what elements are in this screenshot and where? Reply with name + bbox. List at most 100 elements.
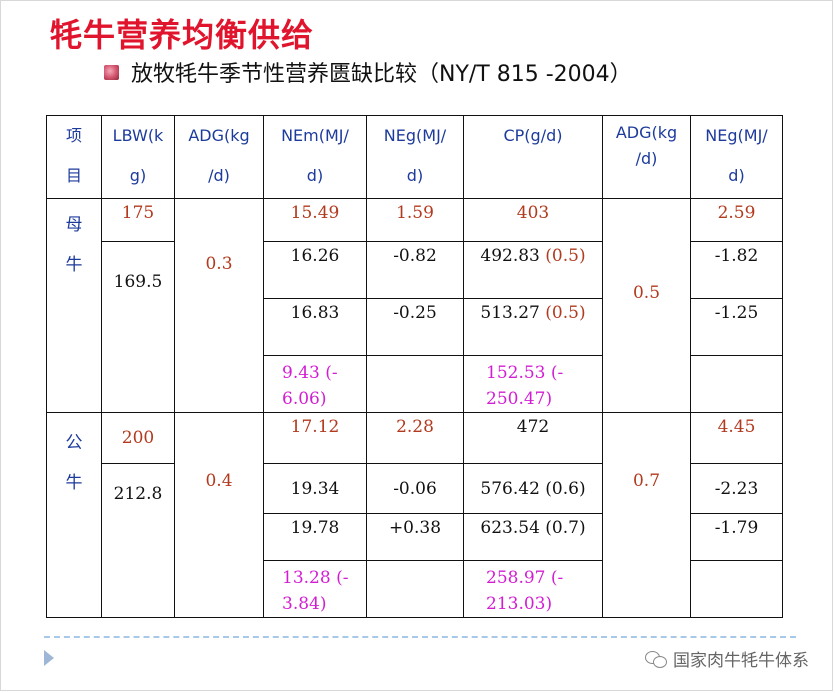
female-neg-2-deficit xyxy=(690,355,783,413)
slide-title: 牦牛营养均衡供给 xyxy=(50,16,315,54)
watermark: 国家肉牛牦牛体系 xyxy=(645,646,809,671)
female-lbw-1: 175 xyxy=(101,198,175,242)
header-adg-2-line1: ADG(kg xyxy=(615,123,678,142)
group-label-male-line2: 牛 xyxy=(65,473,83,493)
bullet-icon xyxy=(104,64,119,80)
group-label-female: 母 牛 xyxy=(46,198,102,413)
header-item: 项 目 xyxy=(46,115,102,199)
header-lbw: LBW(k g) xyxy=(101,115,175,199)
male-nem-deficit: 13.28 (- 3.84) xyxy=(263,560,367,618)
male-cp-deficit-line2: 213.03) xyxy=(486,594,553,614)
header-adg-2-line2: /d) xyxy=(635,149,658,168)
header-item-line1: 项 xyxy=(65,126,82,145)
male-cp-1: 472 xyxy=(463,412,603,464)
female-neg-1-2: -0.82 xyxy=(366,241,464,299)
male-adg-1: 0.4 xyxy=(174,412,264,618)
male-cp-2: 576.42 (0.6) xyxy=(463,463,603,514)
header-neg-1-line1: NEg(MJ/ xyxy=(383,126,447,145)
female-nem-1: 15.49 xyxy=(263,198,367,242)
female-adg-2: 0.5 xyxy=(602,198,691,413)
male-neg-2-2: -2.23 xyxy=(690,463,783,514)
female-nem-deficit-line1: 9.43 (- xyxy=(282,363,338,383)
male-adg-2: 0.7 xyxy=(602,412,691,618)
female-nem-deficit-line2: 6.06) xyxy=(282,389,327,409)
triangle-arrow-icon xyxy=(44,650,54,666)
female-neg-2-3: -1.25 xyxy=(690,298,783,356)
female-cp-2-value: 492.83 xyxy=(480,246,540,266)
female-cp-deficit-line2: 250.47) xyxy=(486,389,553,409)
male-nem-3: 19.78 xyxy=(263,513,367,561)
table-row: 212.8 19.34 -0.06 576.42 (0.6) -2.23 xyxy=(47,463,783,618)
female-neg-2-1: 2.59 xyxy=(690,198,783,242)
table-row: 169.5 16.26 -0.82 492.83 (0.5) -1.82 xyxy=(47,241,783,413)
header-neg-2: NEg(MJ/ d) xyxy=(690,115,783,199)
header-nem: NEm(MJ/ d) xyxy=(263,115,367,199)
header-nem-line2: d) xyxy=(306,166,324,185)
footer-divider xyxy=(44,636,796,638)
header-neg-1-line2: d) xyxy=(406,166,424,185)
male-neg-2-deficit xyxy=(690,560,783,618)
male-nem-deficit-line2: 3.84) xyxy=(282,594,327,614)
table-row: 13.28 (- 3.84) 258.97 (- 213.03) xyxy=(47,560,783,618)
header-adg-1: ADG(kg /d) xyxy=(174,115,264,199)
male-nem-2: 19.34 xyxy=(263,463,367,514)
header-neg-2-line1: NEg(MJ/ xyxy=(705,126,768,145)
group-label-female-line1: 母 xyxy=(65,215,83,235)
header-neg-1: NEg(MJ/ d) xyxy=(366,115,464,199)
female-cp-2: 492.83 (0.5) xyxy=(463,241,603,299)
subtitle: 放牧牦牛季节性营养匮缺比较（NY/T 815 -2004） xyxy=(131,62,632,87)
female-neg-2-2: -1.82 xyxy=(690,241,783,299)
female-cp-3-adg: (0.5) xyxy=(545,303,586,323)
female-nem-deficit: 9.43 (- 6.06) xyxy=(263,355,367,413)
female-neg-1-deficit xyxy=(366,355,464,413)
header-adg-1-line1: ADG(kg xyxy=(188,126,250,145)
male-lbw-1: 200 xyxy=(101,412,175,464)
female-cp-3: 513.27 (0.5) xyxy=(463,298,603,356)
header-adg-2: ADG(kg /d) xyxy=(602,115,691,199)
table-row: 母 牛 175 0.3 15.49 1.59 403 0.5 2.59 xyxy=(46,198,783,413)
nutrition-table: 项 目 LBW(k g) ADG(kg /d) NEm(MJ/ d) NEg(M… xyxy=(46,115,783,618)
male-neg-1-1: 2.28 xyxy=(366,412,464,464)
male-cp-deficit: 258.97 (- 213.03) xyxy=(463,560,603,618)
watermark-text: 国家肉牛牦牛体系 xyxy=(673,651,809,671)
male-nem-1: 17.12 xyxy=(263,412,367,464)
female-neg-1-1: 1.59 xyxy=(366,198,464,242)
female-cp-3-value: 513.27 xyxy=(480,303,540,323)
wechat-icon xyxy=(645,650,667,668)
male-cp-3: 623.54 (0.7) xyxy=(463,513,603,561)
male-neg-1-deficit xyxy=(366,560,464,618)
header-cp-text: CP(g/d) xyxy=(503,126,563,145)
header-cp: CP(g/d) xyxy=(463,115,603,199)
header-item-line2: 目 xyxy=(65,166,82,185)
female-adg-1: 0.3 xyxy=(174,198,264,413)
male-lbw-2: 212.8 xyxy=(101,463,175,618)
male-nem-deficit-line1: 13.28 (- xyxy=(282,568,349,588)
header-lbw-line2: g) xyxy=(129,166,147,185)
table-row: 公 牛 200 0.4 17.12 2.28 472 0.7 4.45 xyxy=(46,412,783,618)
group-label-male-line1: 公 xyxy=(65,433,83,453)
female-lbw-2: 169.5 xyxy=(101,241,175,413)
header-nem-line1: NEm(MJ/ xyxy=(281,126,349,145)
group-label-female-line2: 牛 xyxy=(65,255,83,275)
table-row: 9.43 (- 6.06) 152.53 (- 250.47) xyxy=(47,355,783,413)
female-nem-2: 16.26 xyxy=(263,241,367,299)
male-cp-deficit-line1: 258.97 (- xyxy=(486,568,564,588)
header-neg-2-line2: d) xyxy=(728,166,745,185)
group-label-male: 公 牛 xyxy=(46,412,102,618)
male-neg-1-3: +0.38 xyxy=(366,513,464,561)
header-adg-1-line2: /d) xyxy=(208,166,230,185)
female-cp-deficit-line1: 152.53 (- xyxy=(486,363,564,383)
female-cp-deficit: 152.53 (- 250.47) xyxy=(463,355,603,413)
male-neg-1-2: -0.06 xyxy=(366,463,464,514)
female-cp-1: 403 xyxy=(463,198,603,242)
male-neg-2-3: -1.79 xyxy=(690,513,783,561)
female-cp-2-adg: (0.5) xyxy=(545,246,586,266)
subtitle-row: 放牧牦牛季节性营养匮缺比较（NY/T 815 -2004） xyxy=(104,56,632,88)
female-nem-3: 16.83 xyxy=(263,298,367,356)
female-neg-1-3: -0.25 xyxy=(366,298,464,356)
header-row: 项 目 LBW(k g) ADG(kg /d) NEm(MJ/ d) NEg(M… xyxy=(46,115,783,199)
male-neg-2-1: 4.45 xyxy=(690,412,783,464)
header-lbw-line1: LBW(k xyxy=(112,126,164,145)
table-row: 16.83 -0.25 513.27 (0.5) -1.25 xyxy=(47,298,783,356)
